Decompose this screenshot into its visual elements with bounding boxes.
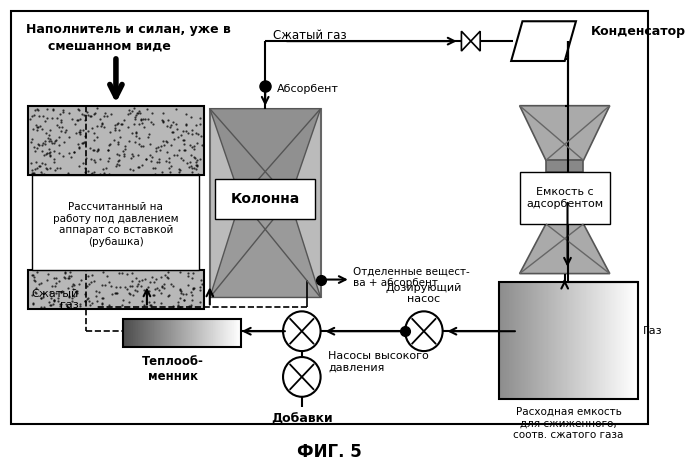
Text: Отделенные вещест-
ва + абсорбент: Отделенные вещест- ва + абсорбент	[354, 267, 470, 288]
Polygon shape	[519, 106, 610, 161]
Bar	[215, 179, 315, 219]
Polygon shape	[210, 109, 321, 199]
Text: Дозирующий
насос: Дозирующий насос	[386, 283, 462, 304]
Bar	[32, 175, 199, 270]
Text: Абсорбент: Абсорбент	[277, 84, 338, 94]
Bar	[28, 270, 204, 309]
Bar	[519, 172, 610, 224]
Text: Сжатый
газ: Сжатый газ	[31, 289, 78, 310]
Bar	[210, 109, 321, 298]
Bar	[499, 282, 638, 399]
Text: Конденсатор: Конденсатор	[591, 25, 686, 38]
Circle shape	[405, 311, 442, 351]
Text: Наполнитель и силан, уже в: Наполнитель и силан, уже в	[26, 23, 231, 36]
Text: смешанном виде: смешанном виде	[48, 39, 171, 52]
Polygon shape	[511, 21, 576, 61]
Circle shape	[283, 357, 321, 397]
Text: Рассчитанный на
работу под давлением
аппарат со вставкой
(рубашка): Рассчитанный на работу под давлением апп…	[53, 202, 179, 247]
Text: Добавки: Добавки	[271, 413, 333, 426]
Text: ФИГ. 5: ФИГ. 5	[296, 444, 361, 461]
Polygon shape	[210, 199, 321, 298]
Polygon shape	[519, 224, 610, 274]
Polygon shape	[471, 31, 480, 51]
Circle shape	[283, 311, 321, 351]
Bar	[28, 106, 204, 175]
Text: Колонна: Колонна	[231, 192, 300, 206]
Text: Насосы высокого
давления: Насосы высокого давления	[328, 351, 429, 373]
Bar	[10, 11, 648, 424]
Bar	[546, 161, 584, 172]
Bar	[124, 319, 240, 347]
Text: Теплооб-
менник: Теплооб- менник	[142, 355, 203, 383]
Polygon shape	[461, 31, 471, 51]
Text: Сжатый газ: Сжатый газ	[273, 29, 346, 42]
Text: Расходная емкость
для сжиженного,
соотв. сжатого газа: Расходная емкость для сжиженного, соотв.…	[513, 407, 624, 440]
Text: Газ: Газ	[642, 326, 662, 336]
Text: Емкость с
адсорбентом: Емкость с адсорбентом	[526, 187, 603, 209]
